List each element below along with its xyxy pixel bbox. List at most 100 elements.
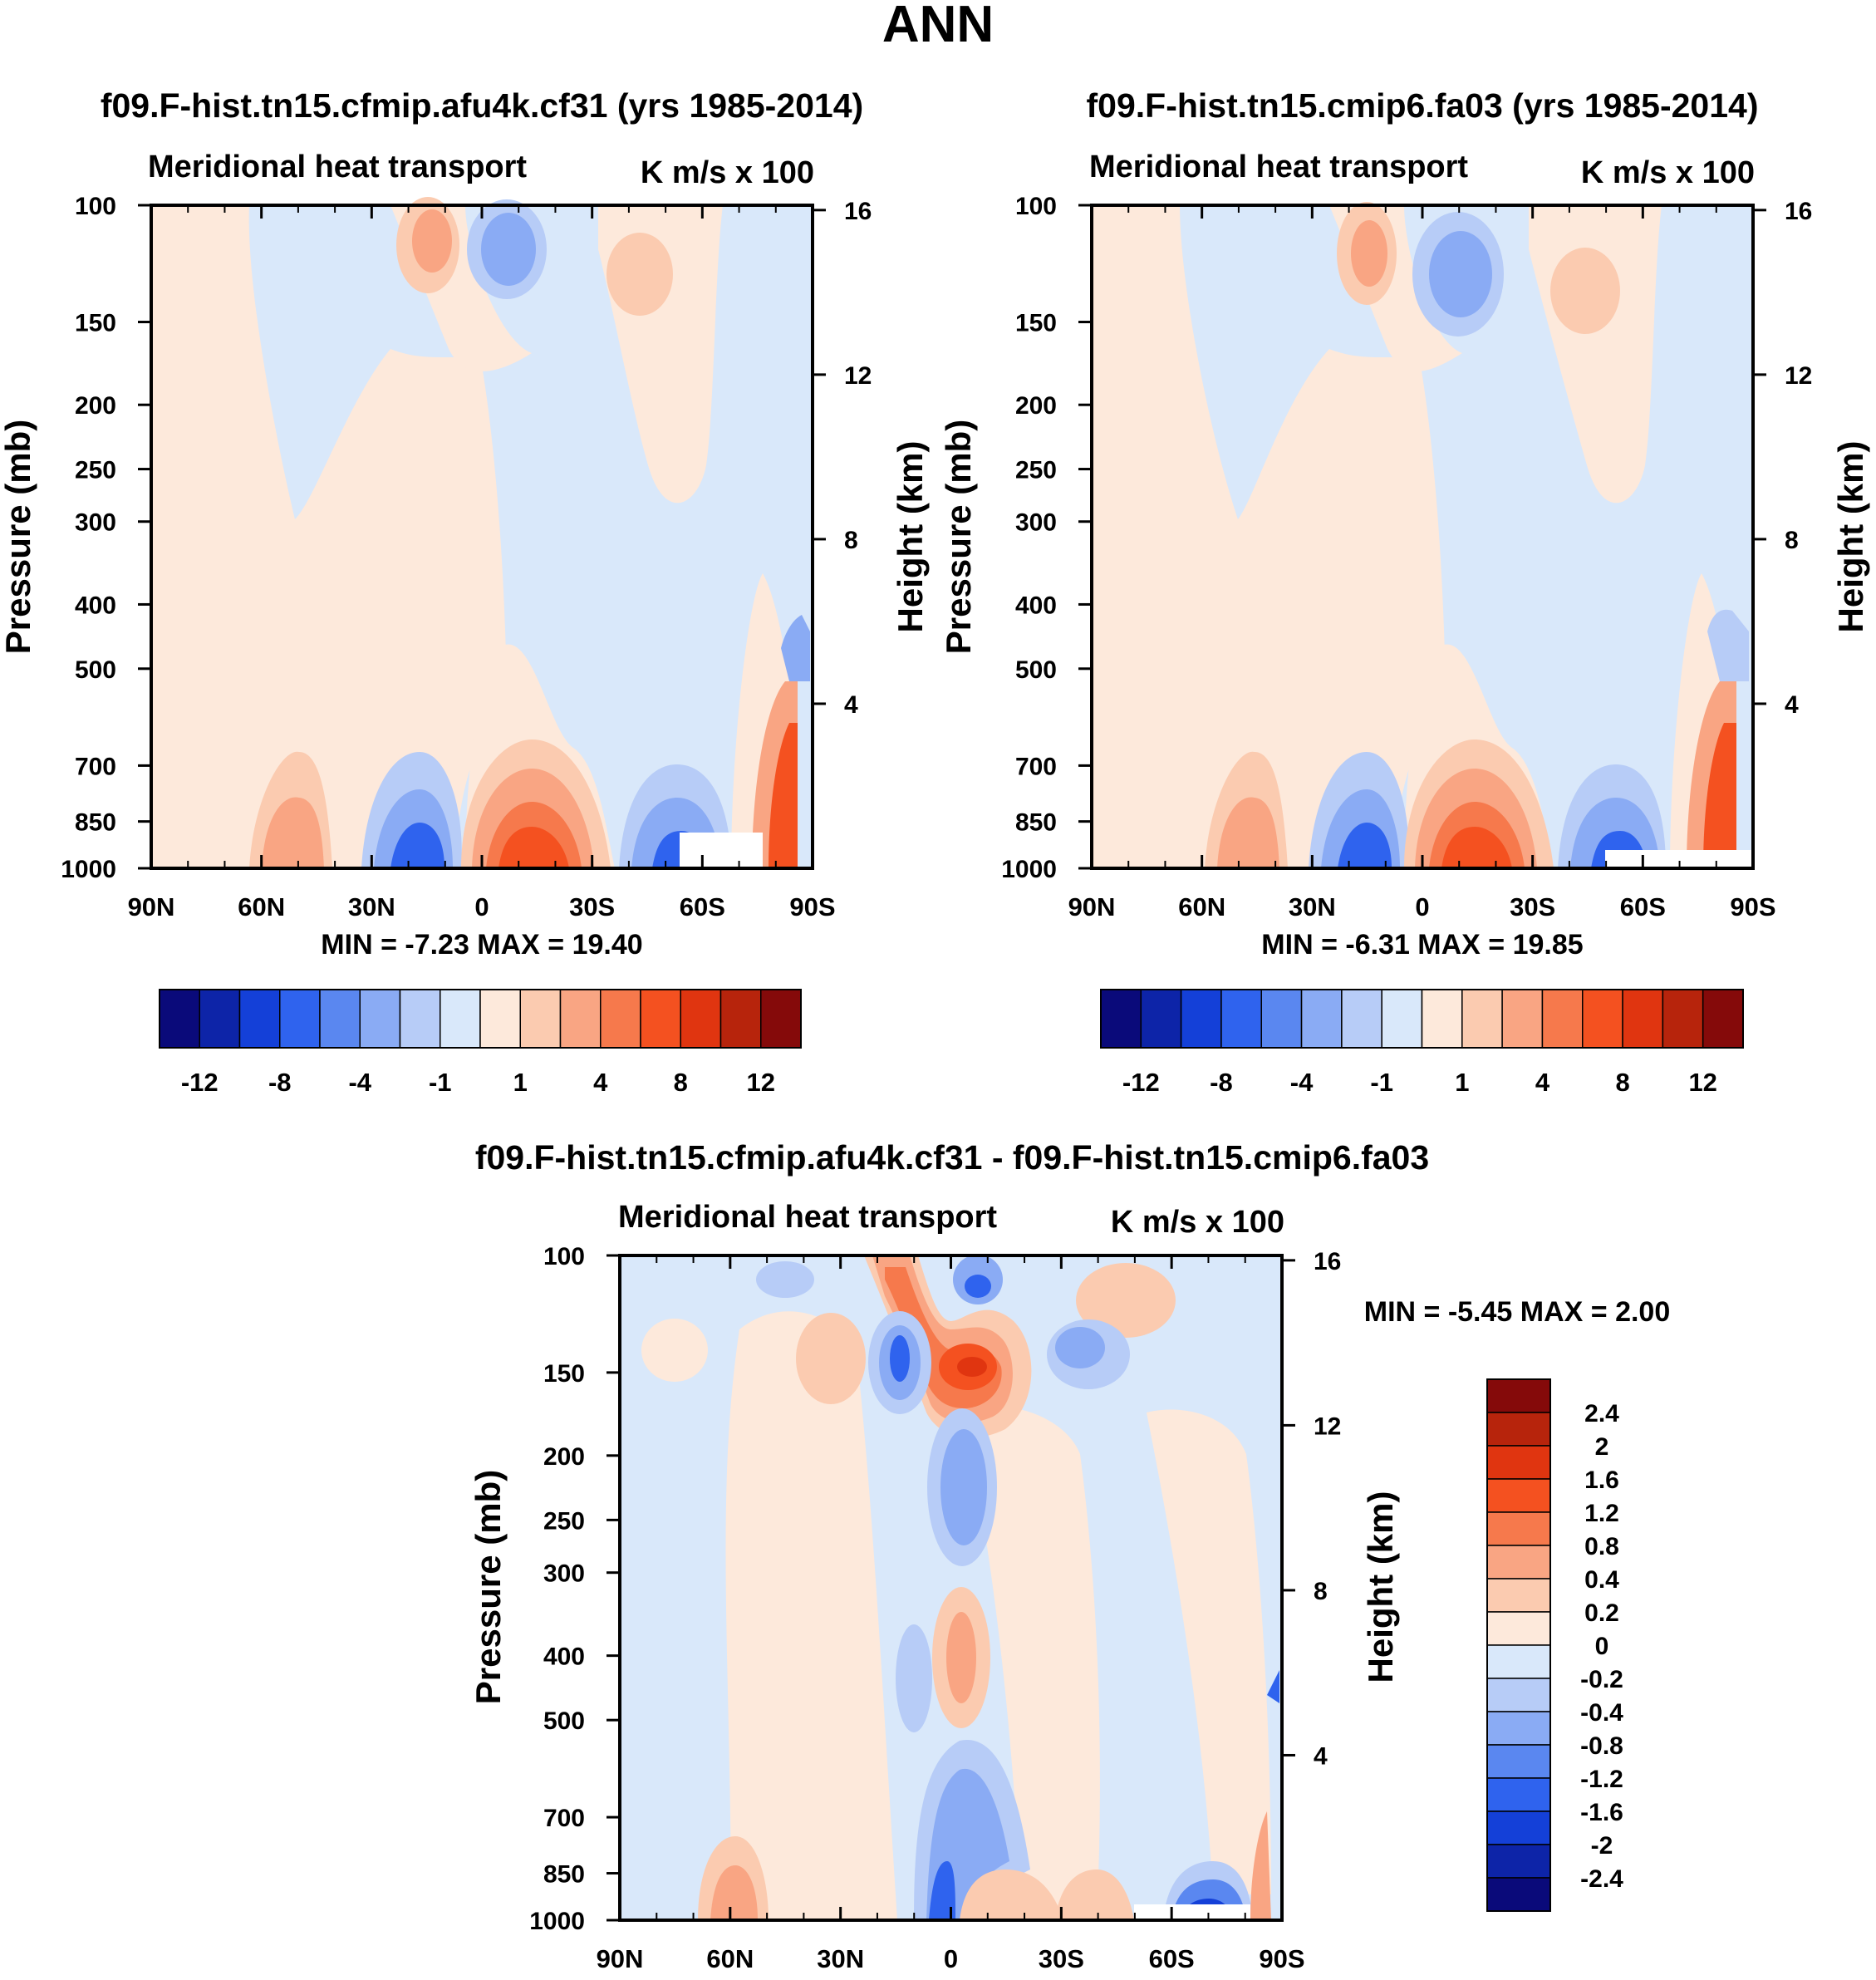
panel-2-colorbar-cells — [1100, 989, 1744, 1049]
panel-1-ytick-label: 200 — [75, 392, 116, 420]
panel-2-ytick-right-label: 4 — [1785, 691, 1799, 719]
panel-3-colorbar-cell — [1486, 1810, 1551, 1845]
panel-3-colorbar-label: -2.4 — [1580, 1865, 1623, 1893]
panel-3-colorbar: 2.4 2 1.6 1.2 0.8 0.4 0.2 0 -0.2 -0.4 -0.8 -1.2 -1.6… — [1486, 1378, 1623, 1912]
panel-1-colorbar-cell — [600, 989, 641, 1049]
panel-3-contour-upper-neg-e — [965, 1275, 991, 1298]
panel-2-colorbar-cell — [1180, 989, 1222, 1049]
panel-1-ytick-label: 700 — [75, 753, 116, 780]
panel-3-subtitle-left: Meridional heat transport — [618, 1200, 997, 1235]
panel-3-colorbar-cell — [1486, 1378, 1551, 1413]
panel-2-colorbar-cell — [1100, 989, 1142, 1049]
panel-3-colorbar-label: 2 — [1595, 1433, 1609, 1461]
panel-1-contour-upper-sh-b — [481, 213, 536, 286]
panel-2-colorbar-cell — [1381, 989, 1423, 1049]
panel-2-contour-sh-polar-neg — [1707, 609, 1749, 681]
panel-3-contour-nh-upper-pos2 — [796, 1313, 866, 1404]
panel-3-ytick-right-label: 12 — [1314, 1413, 1341, 1440]
panel-1-colorbar-cell — [559, 989, 602, 1049]
panel-1: f09.F-hist.tn15.cfmip.afu4k.cf31 (yrs 19… — [0, 86, 930, 1097]
panel-1-colorbar-cell — [399, 989, 441, 1049]
panel-1-colorbar-cell — [440, 989, 481, 1049]
panel-2-minmax: MIN = -6.31 MAX = 19.85 — [1261, 929, 1583, 961]
panel-1-plot-area — [150, 197, 814, 870]
panel-1-xtick-label: 0 — [474, 892, 489, 921]
panel-3-colorbar-label: -1.6 — [1580, 1799, 1623, 1826]
panel-1-colorbar-label: -1 — [429, 1068, 452, 1097]
panel-2-ytick-label: 300 — [1015, 509, 1057, 537]
panel-3-xtick-label: 90S — [1259, 1944, 1304, 1973]
panel-1-colorbar-cell — [159, 989, 200, 1049]
panel-2-ytick-label: 500 — [1015, 656, 1057, 684]
panel-2-colorbar-cell — [1501, 989, 1544, 1049]
panel-1-colorbar-label: 1 — [513, 1068, 528, 1097]
panel-3-colorbar-label: -2 — [1591, 1832, 1613, 1860]
panel-2-colorbar-cell — [1541, 989, 1584, 1049]
panel-2-colorbar-cell — [1622, 989, 1664, 1049]
panel-2-xtick-label: 0 — [1415, 892, 1429, 921]
panel-3-ytick-label: 300 — [543, 1560, 585, 1588]
panel-3-xtick-label: 90N — [597, 1944, 644, 1973]
panel-2-subtitle-left: Meridional heat transport — [1089, 150, 1468, 184]
panel-3-colorbar-label: 1.2 — [1584, 1500, 1619, 1527]
panel-1-ytick-label: 500 — [75, 656, 116, 684]
panel-3-colorbar-cell — [1486, 1644, 1551, 1679]
panel-3-colorbar-cell — [1486, 1445, 1551, 1480]
panel-1-colorbar: -12 -8 -4 -1 1 4 8 12 — [159, 989, 802, 1097]
panel-2-colorbar-cell — [1220, 989, 1262, 1049]
panel-3-ytick-label: 850 — [543, 1861, 585, 1889]
panel-2-ytick-label: 150 — [1015, 310, 1057, 337]
panel-1-ylabel-right: Height (km) — [891, 441, 930, 633]
panel-1-ytick-right-label: 8 — [844, 527, 858, 554]
panel-1-ticks: 90N 60N 30N 0 30S 60S 90S 100 150 200 250 300 400 500… — [61, 193, 872, 921]
panel-2-ytick-label: 700 — [1015, 753, 1057, 780]
panel-3-colorbar-cell — [1486, 1478, 1551, 1513]
panel-3-minmax: MIN = -5.45 MAX = 2.00 — [1364, 1296, 1671, 1328]
panel-3: f09.F-hist.tn15.cfmip.afu4k.cf31 - f09.F… — [469, 1138, 1670, 1973]
panel-2-colorbar-label: -8 — [1210, 1068, 1233, 1097]
panel-1-xtick-label: 90N — [128, 892, 175, 921]
panel-1-colorbar-label: -12 — [181, 1068, 219, 1097]
panel-3-contour-upper-neg-c — [890, 1335, 910, 1382]
panel-2-colorbar-label: -4 — [1290, 1068, 1314, 1097]
panel-1-contour-nh-surface-b — [262, 797, 324, 868]
panel-3-contour-nh-upper-pos — [641, 1319, 708, 1382]
panel-2-xtick-label: 90N — [1068, 892, 1116, 921]
panel-2-colorbar-label: -1 — [1370, 1068, 1393, 1097]
panel-3-colorbar-label: 0.2 — [1584, 1599, 1619, 1627]
panel-2-plot-area — [1090, 202, 1755, 870]
panel-1-contour-sh-polar-b — [769, 723, 798, 868]
panel-2-ylabel: Pressure (mb) — [939, 420, 978, 654]
panel-1-contour-nh-sub-c — [390, 823, 444, 868]
panel-2-ytick-label: 850 — [1015, 809, 1057, 837]
panel-3-subtitle-right: K m/s x 100 — [1111, 1205, 1284, 1240]
panel-1-colorbar-cell — [479, 989, 521, 1049]
panel-2-ytick-label: 1000 — [1001, 856, 1057, 883]
panel-3-ytick-label: 500 — [543, 1707, 585, 1735]
panel-3-colorbar-label: 0 — [1595, 1633, 1609, 1660]
panel-1-colorbar-label: -8 — [268, 1068, 292, 1097]
panel-3-title: f09.F-hist.tn15.cfmip.afu4k.cf31 - f09.F… — [475, 1138, 1429, 1177]
panel-1-ytick-label: 1000 — [61, 856, 116, 883]
panel-1-ytick-label: 250 — [75, 457, 116, 484]
panel-2-xtick-label: 90S — [1730, 892, 1775, 921]
panel-1-colorbar-cell — [199, 989, 241, 1049]
panel-1-title: f09.F-hist.tn15.cfmip.afu4k.cf31 (yrs 19… — [101, 86, 863, 125]
panel-3-ytick-label: 150 — [543, 1360, 585, 1388]
panel-3-colorbar-cell — [1486, 1412, 1551, 1447]
panel-2-colorbar-labels: -12 -8 -4 -1 1 4 8 12 — [1122, 1068, 1717, 1097]
panel-1-minmax: MIN = -7.23 MAX = 19.40 — [321, 929, 642, 961]
panel-2-subtitle-right: K m/s x 100 — [1581, 155, 1755, 190]
panel-2-ytick-right-label: 12 — [1785, 362, 1812, 390]
panel-1-ytick-label: 100 — [75, 193, 116, 220]
panel-3-colorbar-labels: 2.4 2 1.6 1.2 0.8 0.4 0.2 0 -0.2 -0.4 -0.8 -1.2 -1.6… — [1580, 1400, 1623, 1893]
panel-2-colorbar: -12 -8 -4 -1 1 4 8 12 — [1100, 989, 1744, 1097]
panel-1-colorbar-cells — [159, 989, 802, 1049]
panel-3-contour-mid-pos-b — [946, 1612, 976, 1703]
panel-3-colorbar-cells — [1486, 1378, 1551, 1912]
panel-3-colorbar-cell — [1486, 1678, 1551, 1712]
panel-3-colorbar-cell — [1486, 1545, 1551, 1580]
panel-3-xtick-label: 30N — [817, 1944, 864, 1973]
panel-2-title: f09.F-hist.tn15.cmip6.fa03 (yrs 1985-201… — [1087, 86, 1759, 125]
panel-2-contour-nh-surface-b — [1217, 797, 1279, 868]
